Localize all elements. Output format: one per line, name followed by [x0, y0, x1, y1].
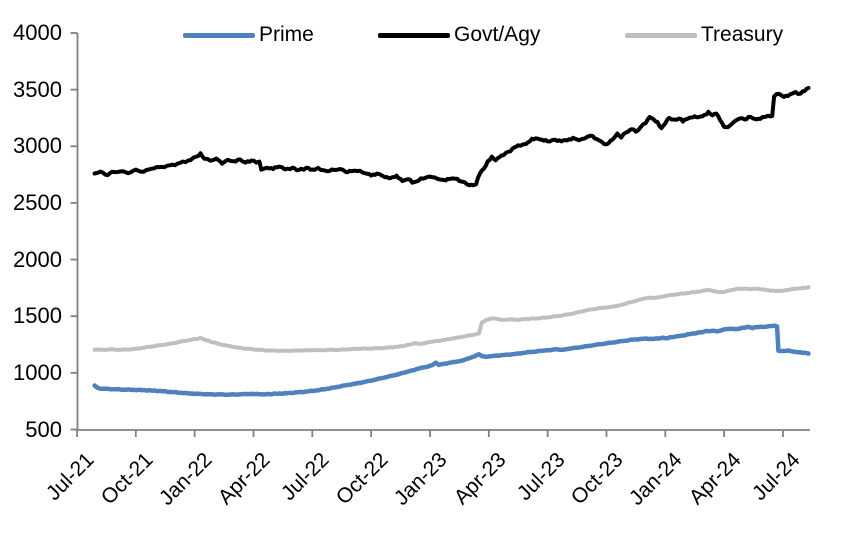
legend-item-prime: Prime	[183, 22, 314, 48]
series-line-govt-agy	[92, 85, 811, 188]
legend-line-treasury-icon	[625, 32, 697, 38]
legend-item-govt-agy: Govt/Agy	[378, 22, 540, 48]
y-tick-label: 4000	[13, 20, 62, 45]
legend-label-prime: Prime	[259, 23, 314, 46]
y-tick-label: 500	[25, 416, 62, 442]
legend-line-prime-icon	[183, 32, 255, 38]
y-tick-label: 2000	[13, 246, 62, 272]
y-tick-label: 1500	[13, 303, 62, 329]
y-tick-label: 1000	[13, 359, 62, 385]
legend-label-treasury: Treasury	[701, 23, 784, 46]
series-line-prime	[92, 323, 811, 398]
y-tick-label: 2500	[13, 189, 62, 215]
y-tick-label: 3500	[13, 76, 62, 102]
legend-line-govt-agy-icon	[378, 32, 450, 38]
y-tick-label: 3000	[13, 133, 62, 159]
series-line-treasury	[92, 285, 811, 353]
legend-label-govt-agy: Govt/Agy	[454, 23, 541, 46]
legend-item-treasury: Treasury	[625, 22, 783, 48]
